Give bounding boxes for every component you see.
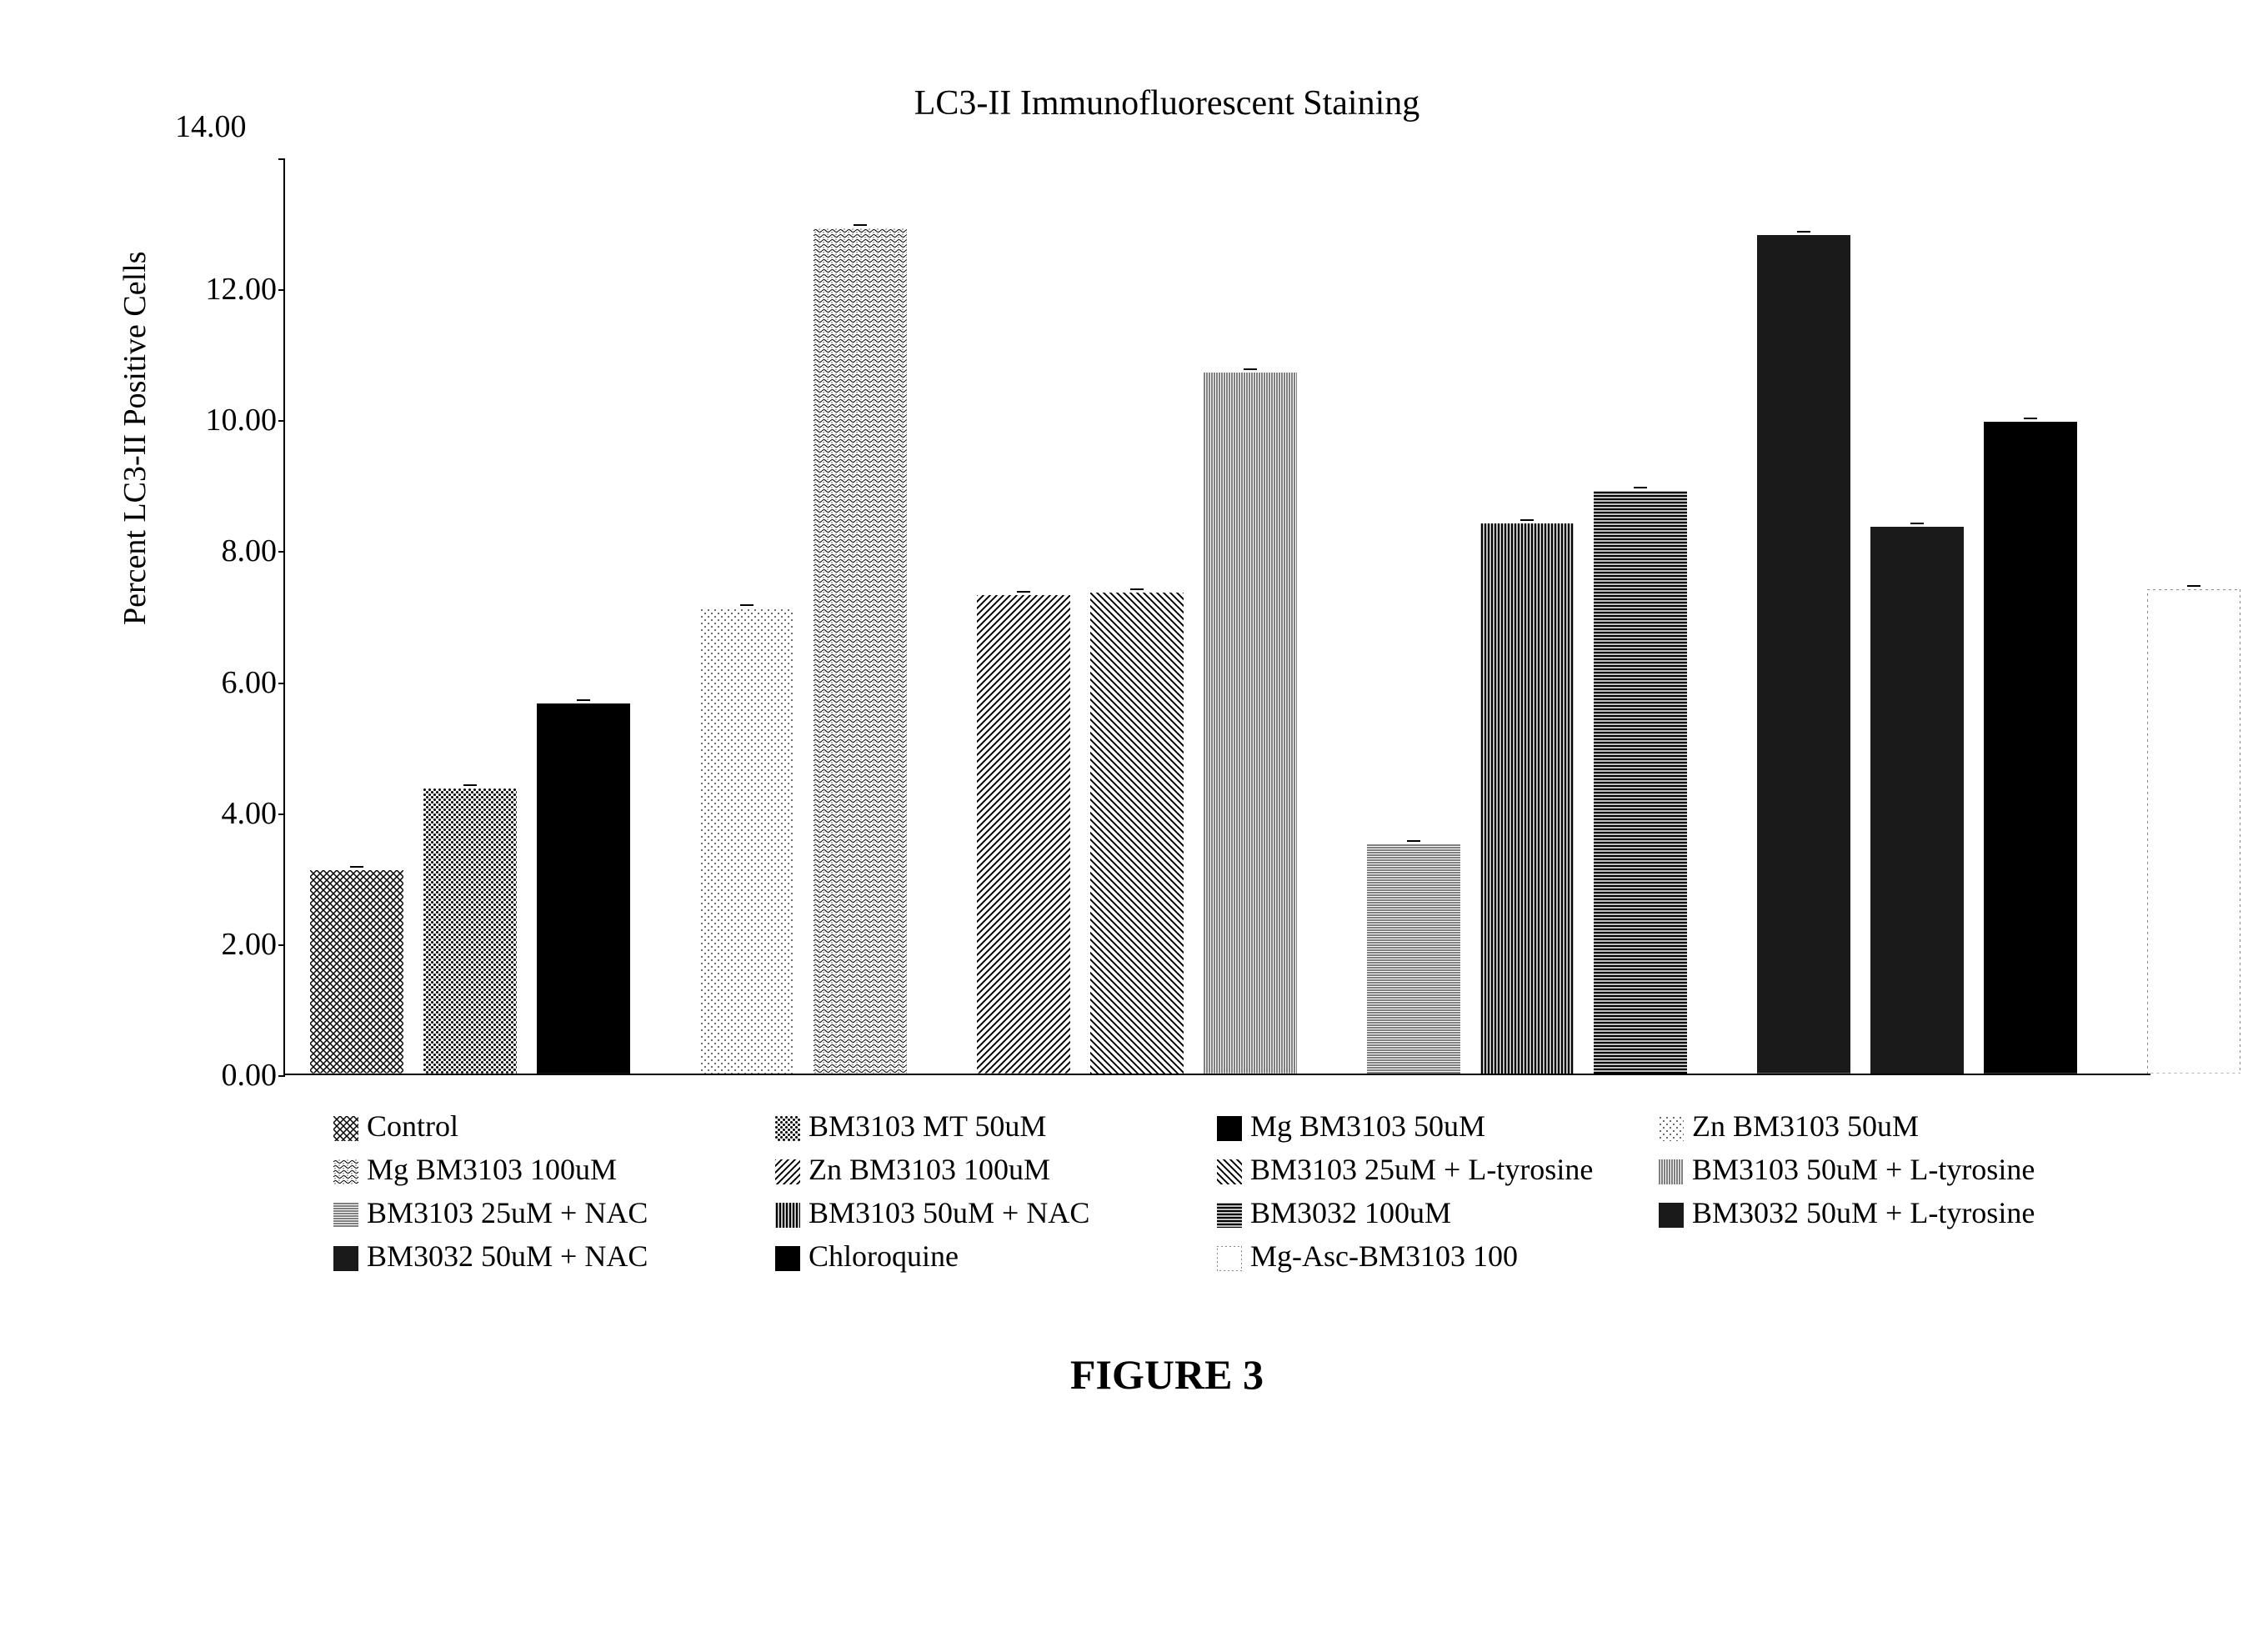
error-bar-cap — [854, 224, 867, 226]
legend-label: Mg BM3103 100uM — [367, 1152, 617, 1187]
bar — [1090, 593, 1184, 1074]
legend-item: BM3032 50uM + L-tyrosine — [1659, 1195, 2084, 1230]
chart-container: LC3-II Immunofluorescent Staining 14.00 … — [167, 83, 2167, 1417]
bar — [423, 788, 517, 1074]
bar — [1870, 527, 1964, 1074]
y-tick-label: 8.00 — [193, 533, 277, 569]
y-tick-mark — [278, 813, 285, 815]
legend-swatch — [333, 1200, 358, 1225]
legend-swatch — [1217, 1200, 1242, 1225]
legend-swatch — [775, 1244, 800, 1269]
legend-swatch — [333, 1244, 358, 1269]
legend-item: Chloroquine — [775, 1239, 1200, 1274]
bar — [977, 595, 1070, 1074]
legend-item: BM3032 50uM + NAC — [333, 1239, 759, 1274]
legend-item: BM3103 50uM + L-tyrosine — [1659, 1152, 2084, 1187]
legend-item: BM3103 MT 50uM — [775, 1109, 1200, 1144]
bar — [700, 608, 794, 1074]
legend: Control BM3103 MT 50uM Mg BM3103 50uM Zn BM… — [333, 1109, 2084, 1274]
y-tick-mark — [278, 158, 285, 160]
error-bar-cap — [463, 784, 477, 786]
legend-swatch — [775, 1114, 800, 1139]
legend-swatch — [775, 1200, 800, 1225]
bar — [310, 870, 403, 1074]
legend-swatch — [1217, 1244, 1242, 1269]
y-tick-mark — [278, 1075, 285, 1077]
y-tick-mark — [278, 420, 285, 422]
error-bar-cap — [2187, 585, 2200, 587]
legend-label: BM3103 25uM + NAC — [367, 1195, 648, 1230]
legend-item: Mg BM3103 100uM — [333, 1152, 759, 1187]
error-bar-cap — [740, 604, 753, 606]
legend-swatch — [1217, 1114, 1242, 1139]
plot-area: 0.002.004.006.008.0010.0012.0014.00 — [283, 158, 2150, 1075]
legend-item: Mg-Asc-BM3103 100 — [1217, 1239, 1642, 1274]
bar — [1984, 422, 2077, 1074]
legend-swatch — [1659, 1157, 1684, 1182]
legend-item: Mg BM3103 50uM — [1217, 1109, 1642, 1144]
legend-label: BM3032 50uM + NAC — [367, 1239, 648, 1274]
legend-label: Mg-Asc-BM3103 100 — [1250, 1239, 1518, 1274]
error-bar-cap — [1797, 231, 1810, 233]
legend-swatch — [1659, 1200, 1684, 1225]
legend-item: Zn BM3103 100uM — [775, 1152, 1200, 1187]
y-tick-label: 6.00 — [193, 664, 277, 701]
legend-swatch — [775, 1157, 800, 1182]
legend-label: Zn BM3103 50uM — [1692, 1109, 1919, 1144]
legend-label: BM3032 100uM — [1250, 1195, 1451, 1230]
legend-swatch — [1217, 1157, 1242, 1182]
error-bar-cap — [1910, 523, 1924, 524]
bar — [1367, 844, 1460, 1074]
legend-item: BM3103 50uM + NAC — [775, 1195, 1200, 1230]
error-bar-cap — [1634, 487, 1647, 488]
legend-item: Zn BM3103 50uM — [1659, 1109, 2084, 1144]
error-bar-cap — [350, 866, 363, 868]
bar — [2147, 589, 2240, 1074]
legend-label: BM3103 MT 50uM — [809, 1109, 1046, 1144]
error-bar-cap — [1130, 588, 1144, 590]
legend-label: Chloroquine — [809, 1239, 959, 1274]
y-axis-label: Percent LC3-II Positive Cells — [117, 251, 153, 625]
y-tick-label: 2.00 — [193, 926, 277, 963]
bar — [814, 228, 907, 1074]
legend-item: BM3103 25uM + L-tyrosine — [1217, 1152, 1642, 1187]
error-bar-cap — [1244, 368, 1257, 370]
legend-swatch — [1659, 1114, 1684, 1139]
legend-label: BM3103 50uM + L-tyrosine — [1692, 1152, 2035, 1187]
chart-title: LC3-II Immunofluorescent Staining — [914, 83, 1420, 123]
legend-swatch — [333, 1157, 358, 1182]
legend-label: BM3032 50uM + L-tyrosine — [1692, 1195, 2035, 1230]
y-tick-label: 12.00 — [193, 271, 277, 308]
error-bar-cap — [1017, 591, 1030, 593]
legend-label: Control — [367, 1109, 458, 1144]
error-bar-cap — [1520, 519, 1534, 521]
bar — [1594, 491, 1687, 1074]
y-tick-mark — [278, 289, 285, 291]
legend-item: Control — [333, 1109, 759, 1144]
bar — [1757, 235, 1850, 1074]
legend-label: BM3103 50uM + NAC — [809, 1195, 1089, 1230]
y-max-label: 14.00 — [175, 108, 247, 145]
y-tick-mark — [278, 551, 285, 553]
y-tick-label: 4.00 — [193, 795, 277, 832]
legend-label: BM3103 25uM + L-tyrosine — [1250, 1152, 1593, 1187]
error-bar-cap — [1407, 840, 1420, 842]
y-tick-label: 0.00 — [193, 1057, 277, 1094]
bar — [1480, 523, 1574, 1074]
bar — [537, 703, 630, 1074]
legend-swatch — [333, 1114, 358, 1139]
legend-label: Mg BM3103 50uM — [1250, 1109, 1485, 1144]
bar — [1204, 373, 1297, 1074]
legend-item: BM3032 100uM — [1217, 1195, 1642, 1230]
error-bar-cap — [2024, 418, 2037, 419]
error-bar-cap — [577, 699, 590, 701]
figure-label: FIGURE 3 — [1070, 1350, 1264, 1399]
y-tick-mark — [278, 944, 285, 946]
legend-item: BM3103 25uM + NAC — [333, 1195, 759, 1230]
legend-label: Zn BM3103 100uM — [809, 1152, 1050, 1187]
y-tick-mark — [278, 683, 285, 684]
y-tick-label: 10.00 — [193, 402, 277, 438]
